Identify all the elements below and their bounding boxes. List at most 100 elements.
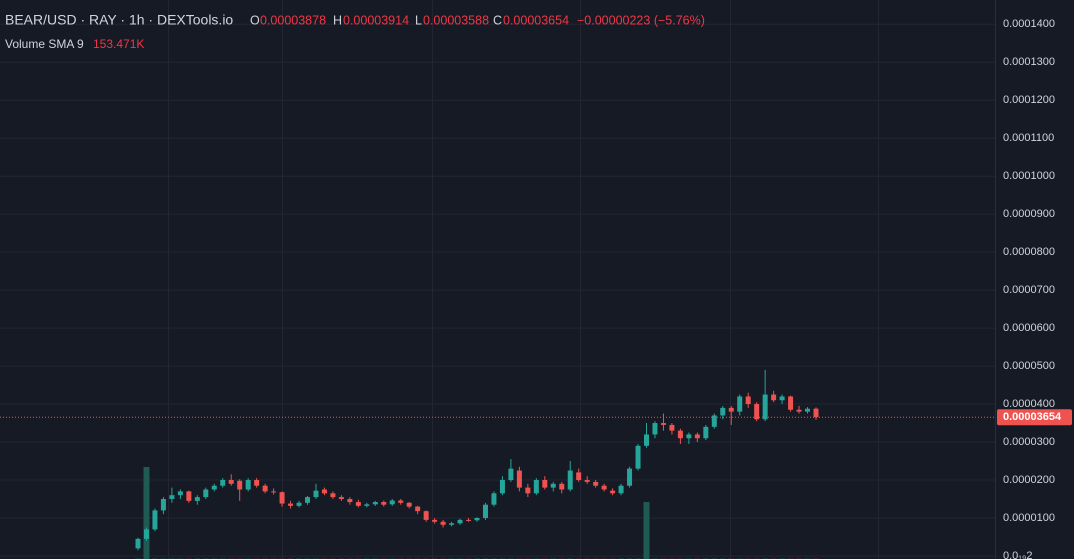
candle-body bbox=[720, 407, 726, 416]
candle-body bbox=[254, 480, 260, 486]
candle-body bbox=[347, 498, 353, 503]
candle-body bbox=[499, 480, 505, 494]
y-tick-label: 0.0001400 bbox=[1003, 18, 1055, 30]
candle-body bbox=[516, 470, 522, 488]
candle-body bbox=[745, 396, 751, 405]
candle-body bbox=[474, 517, 480, 521]
last-price-box bbox=[997, 409, 1072, 426]
candle-body bbox=[423, 511, 429, 520]
candle-body bbox=[627, 468, 633, 486]
candle-body bbox=[550, 483, 556, 488]
candle-body bbox=[440, 521, 446, 525]
candle-body bbox=[321, 489, 327, 494]
candle-body bbox=[143, 529, 149, 539]
candle-body bbox=[482, 504, 488, 518]
candle-body bbox=[355, 502, 361, 506]
candle-body bbox=[245, 480, 251, 490]
candle-body bbox=[635, 445, 641, 469]
candle-body bbox=[711, 415, 717, 427]
candle-body bbox=[762, 394, 768, 420]
candle-body bbox=[737, 396, 743, 412]
candle-body bbox=[406, 502, 412, 507]
candle-body bbox=[533, 480, 539, 494]
candle-body bbox=[211, 485, 217, 490]
candle-body bbox=[271, 491, 277, 493]
candle-body bbox=[305, 497, 310, 503]
plot bbox=[0, 369, 995, 559]
y-tick-label: 0.0000700 bbox=[1003, 284, 1055, 296]
volume-bar bbox=[643, 502, 650, 559]
last-price-label: 0.00003654 bbox=[1003, 411, 1062, 423]
chart-title: BEAR/USD · RAY · 1h · DEXTools.io bbox=[5, 12, 233, 28]
candle-body bbox=[525, 487, 531, 494]
candle-body bbox=[813, 408, 819, 418]
candle-body bbox=[677, 430, 683, 439]
candle-body bbox=[584, 480, 590, 482]
candle-body bbox=[796, 409, 802, 412]
candle-body bbox=[169, 495, 175, 499]
candle-body bbox=[610, 490, 616, 494]
indicator-name: Volume SMA 9 bbox=[5, 37, 84, 51]
ohlc-key: C bbox=[493, 13, 502, 27]
candle-body bbox=[220, 480, 226, 486]
candle-body bbox=[338, 497, 344, 499]
candle-body bbox=[262, 485, 268, 492]
y-tick-label: 0.0001100 bbox=[1003, 132, 1054, 144]
y-tick-label: 0.0000500 bbox=[1003, 360, 1055, 372]
candle-body bbox=[660, 423, 666, 425]
y-tick-label: 0.0001200 bbox=[1003, 94, 1055, 106]
ohlc-value: 0.00003914 bbox=[343, 13, 409, 27]
y-tick-label: 0.0000200 bbox=[1003, 474, 1055, 486]
candle-body bbox=[728, 407, 734, 412]
candle-body bbox=[330, 493, 336, 498]
candle-body bbox=[652, 423, 658, 435]
candle-body bbox=[389, 500, 395, 505]
candle-body bbox=[457, 519, 463, 524]
y-tick-label: 0.0000100 bbox=[1003, 512, 1055, 524]
candle-body bbox=[296, 502, 302, 506]
candle-body bbox=[491, 493, 497, 505]
candle-body bbox=[415, 506, 421, 512]
candle-body bbox=[788, 396, 794, 410]
candle-body bbox=[593, 481, 599, 486]
candle-body bbox=[152, 510, 158, 530]
change-value: −0.00000223 (−5.76%) bbox=[577, 13, 705, 27]
y-tick-label: 0.0000300 bbox=[1003, 436, 1055, 448]
candle-body bbox=[372, 502, 378, 505]
candle-body bbox=[398, 500, 404, 503]
candle-body bbox=[466, 519, 472, 521]
candle-body bbox=[313, 490, 319, 498]
candle-body bbox=[559, 483, 565, 490]
candle-body bbox=[288, 503, 294, 506]
y-tick-label: 0.0001000 bbox=[1003, 170, 1055, 182]
candle-body bbox=[381, 502, 387, 505]
y-tick-label: 0.0000600 bbox=[1003, 322, 1055, 334]
candle-body bbox=[703, 426, 709, 439]
candle-body bbox=[194, 497, 200, 501]
grid bbox=[0, 0, 995, 559]
candle-body bbox=[203, 489, 209, 498]
candle-body bbox=[805, 408, 811, 412]
candle-body bbox=[771, 394, 777, 401]
candle-body bbox=[237, 480, 243, 490]
y-tick-label: 0.0000900 bbox=[1003, 208, 1055, 220]
y-tick-label: 0.0000400 bbox=[1003, 398, 1055, 410]
y-tick-label: 0.0001300 bbox=[1003, 56, 1055, 68]
candle-body bbox=[228, 480, 234, 484]
indicator-value: 153.471K bbox=[93, 37, 144, 51]
candle-body bbox=[279, 492, 285, 504]
candle-body bbox=[644, 434, 649, 446]
candle-body bbox=[508, 468, 514, 481]
candle-body bbox=[432, 519, 438, 522]
candle-body bbox=[779, 396, 785, 401]
candle-body bbox=[576, 472, 582, 481]
ohlc-key: L bbox=[415, 13, 422, 27]
candle-body bbox=[364, 504, 370, 506]
candle-body bbox=[160, 498, 166, 511]
ohlc-value: 0.00003588 bbox=[423, 13, 489, 27]
candle-body bbox=[567, 470, 573, 490]
candle-body bbox=[177, 491, 183, 496]
